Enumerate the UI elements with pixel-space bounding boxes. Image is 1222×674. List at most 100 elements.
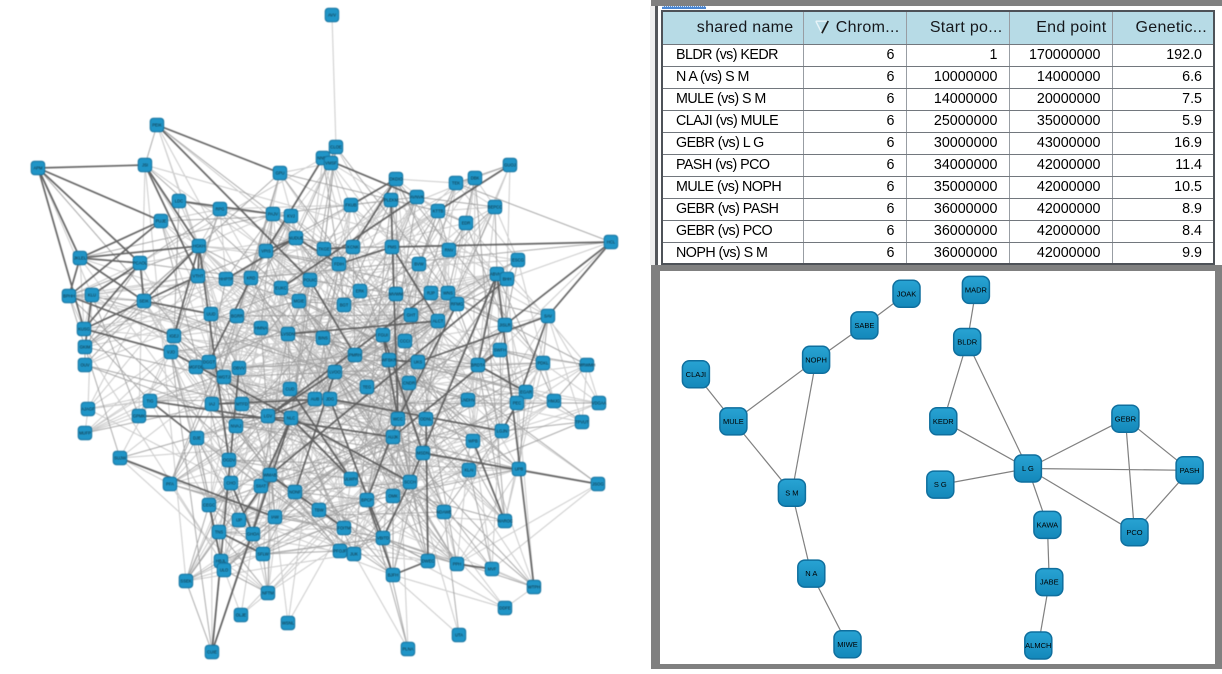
svg-text:OGDV: OGDV — [223, 458, 236, 463]
svg-text:SAV: SAV — [544, 314, 552, 319]
svg-text:AJAGF: AJAGF — [81, 407, 95, 412]
svg-text:BVW: BVW — [414, 262, 424, 267]
svg-text:HBJL: HBJL — [216, 559, 227, 564]
svg-text:RJP: RJP — [427, 291, 435, 296]
svg-text:MTFD: MTFD — [236, 402, 248, 407]
svg-text:HCL: HCL — [607, 240, 616, 245]
svg-text:OKDIO: OKDIO — [389, 177, 403, 182]
svg-text:CEGC: CEGC — [203, 503, 215, 508]
svg-text:NUDUE: NUDUE — [289, 236, 304, 241]
svg-text:PMS: PMS — [387, 245, 396, 250]
svg-text:CHO: CHO — [226, 481, 236, 486]
svg-text:FDIH: FDIH — [334, 262, 344, 267]
svg-text:POUIC: POUIC — [303, 278, 316, 283]
svg-text:LGV: LGV — [264, 414, 273, 419]
svg-text:MUFP: MUFP — [79, 431, 91, 436]
svg-text:KUSG: KUSG — [78, 327, 90, 332]
svg-text:VTHT: VTHT — [193, 274, 204, 279]
svg-text:L G: L G — [1022, 464, 1034, 473]
svg-text:BGT: BGT — [340, 303, 349, 308]
svg-text:CUD: CUD — [285, 387, 294, 392]
svg-text:S M: S M — [785, 488, 798, 497]
svg-text:FGUI: FGUI — [378, 333, 388, 338]
svg-text:MVF: MVF — [488, 567, 497, 572]
svg-text:PFA: PFA — [166, 482, 174, 487]
svg-text:MIWE: MIWE — [837, 640, 857, 649]
svg-text:BHH: BHH — [503, 277, 512, 282]
svg-text:PMRH: PMRH — [349, 353, 361, 358]
svg-text:OMK: OMK — [388, 494, 398, 499]
svg-text:SSEK: SSEK — [180, 579, 191, 584]
svg-text:SIIAT: SIIAT — [256, 484, 267, 489]
svg-text:OUV: OUV — [80, 363, 89, 368]
svg-text:NNFP: NNFP — [317, 156, 329, 161]
svg-text:IAJ: IAJ — [209, 402, 215, 407]
svg-text:TPVUT: TPVUT — [575, 420, 589, 425]
svg-text:PFOJF: PFOJF — [333, 549, 347, 554]
svg-text:JOAK: JOAK — [897, 289, 917, 298]
svg-text:DGGT: DGGT — [203, 360, 216, 365]
svg-text:MGFDB: MGFDB — [188, 365, 203, 370]
svg-text:JSI: JSI — [142, 163, 148, 168]
svg-text:GKIM: GKIM — [80, 345, 91, 350]
svg-text:OBVV: OBVV — [233, 366, 245, 371]
svg-text:KLU: KLU — [88, 293, 96, 298]
svg-text:DWEC: DWEC — [422, 559, 435, 564]
svg-text:KAWA: KAWA — [1037, 521, 1059, 530]
svg-text:EDR: EDR — [462, 221, 471, 226]
svg-text:ULO: ULO — [220, 568, 229, 573]
svg-text:LGJN: LGJN — [497, 429, 508, 434]
svg-text:RFMG: RFMG — [451, 302, 463, 307]
svg-text:GPMK: GPMK — [133, 414, 146, 419]
svg-text:GUOJ: GUOJ — [504, 163, 516, 168]
svg-text:AUJK: AUJK — [388, 435, 399, 440]
svg-text:AUB: AUB — [311, 397, 320, 402]
svg-text:PCO: PCO — [1126, 528, 1142, 537]
svg-text:ERK: ERK — [356, 289, 365, 294]
svg-text:ABVHP: ABVHP — [490, 272, 504, 277]
svg-text:BLDR: BLDR — [957, 338, 978, 347]
svg-text:VJO: VJO — [167, 350, 176, 355]
svg-text:AVV: AVV — [328, 13, 336, 18]
svg-text:PLNA: PLNA — [403, 647, 414, 652]
svg-text:TIG: TIG — [147, 399, 154, 404]
svg-text:BJFH: BJFH — [388, 573, 398, 578]
svg-text:CNDR: CNDR — [403, 381, 415, 386]
svg-text:PCAOL: PCAOL — [133, 261, 148, 266]
svg-text:WCC: WCC — [393, 417, 403, 422]
svg-text:HGKH: HGKH — [193, 244, 205, 249]
svg-text:WTPH: WTPH — [528, 585, 540, 590]
svg-text:ODNL: ODNL — [420, 417, 432, 422]
svg-text:MADR: MADR — [965, 286, 988, 295]
svg-text:WFBKR: WFBKR — [381, 358, 396, 363]
svg-text:KTTB: KTTB — [433, 209, 444, 214]
svg-text:EUKC: EUKC — [275, 286, 287, 291]
svg-text:JDG: JDG — [326, 397, 334, 402]
svg-text:KLAI: KLAI — [464, 468, 473, 473]
svg-text:VPIS: VPIS — [261, 249, 271, 254]
svg-text:SEIK: SEIK — [139, 299, 149, 304]
svg-text:GHOA: GHOA — [247, 532, 260, 537]
svg-text:ESCG: ESCG — [512, 258, 524, 263]
svg-text:BGRR: BGRR — [231, 314, 243, 319]
svg-text:WMAB: WMAB — [263, 473, 276, 478]
svg-text:SCCH: SCCH — [404, 480, 416, 485]
svg-text:S G: S G — [934, 480, 947, 489]
svg-text:MSDN: MSDN — [417, 451, 429, 456]
svg-text:PDKL: PDKL — [538, 361, 550, 366]
svg-text:SUJW: SUJW — [114, 456, 126, 461]
svg-text:NVAJ: NVAJ — [231, 424, 241, 429]
svg-text:KCNK: KCNK — [347, 245, 359, 250]
svg-text:MULE: MULE — [723, 417, 744, 426]
svg-text:WAROC: WAROC — [497, 519, 513, 524]
svg-text:NFTM: NFTM — [262, 591, 274, 596]
svg-text:RNV: RNV — [445, 248, 454, 253]
svg-text:NDAWE: NDAWE — [436, 510, 452, 515]
svg-text:VBITD: VBITD — [377, 536, 389, 541]
svg-text:SABE: SABE — [854, 321, 874, 330]
svg-text:WNS: WNS — [443, 291, 453, 296]
svg-text:IJP: IJP — [236, 518, 242, 523]
svg-text:PUJE: PUJE — [156, 219, 167, 224]
svg-text:NONF: NONF — [289, 490, 301, 495]
svg-text:BEPCC: BEPCC — [488, 205, 502, 210]
